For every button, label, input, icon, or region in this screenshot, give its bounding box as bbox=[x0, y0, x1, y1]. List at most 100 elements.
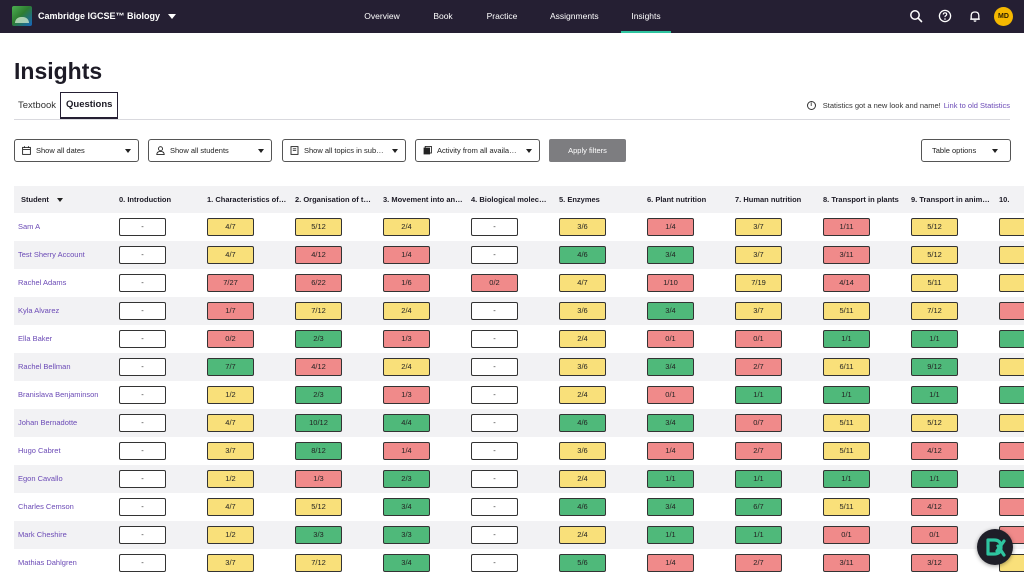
score-cell[interactable]: 3/7 bbox=[207, 554, 254, 572]
score-cell[interactable]: 4/14 bbox=[823, 274, 870, 292]
score-cell[interactable]: - bbox=[471, 218, 518, 236]
student-name-link[interactable]: Egon Cavallo bbox=[18, 474, 63, 483]
apply-filters-button[interactable]: Apply filters bbox=[549, 139, 626, 162]
score-cell[interactable]: 4/12 bbox=[295, 246, 342, 264]
nav-practice[interactable]: Practice bbox=[486, 11, 518, 21]
score-cell[interactable]: 1/1 bbox=[735, 526, 782, 544]
score-cell[interactable]: 7/12 bbox=[295, 302, 342, 320]
score-cell[interactable]: - bbox=[471, 246, 518, 264]
score-cell[interactable]: 7/12 bbox=[911, 302, 958, 320]
score-cell[interactable]: - bbox=[119, 470, 166, 488]
score-cell[interactable]: 5/12 bbox=[295, 218, 342, 236]
score-cell[interactable]: 3/7 bbox=[207, 442, 254, 460]
score-cell[interactable]: 3/7 bbox=[735, 246, 782, 264]
score-cell[interactable]: - bbox=[471, 414, 518, 432]
score-cell[interactable]: - bbox=[471, 470, 518, 488]
student-name-link[interactable]: Hugo Cabret bbox=[18, 446, 61, 455]
score-cell[interactable]: - bbox=[119, 442, 166, 460]
column-header[interactable]: 1. Characteristics of living organisms bbox=[207, 195, 287, 204]
nav-overview[interactable]: Overview bbox=[364, 11, 400, 21]
score-cell[interactable] bbox=[999, 358, 1024, 376]
column-header[interactable]: 6. Plant nutrition bbox=[647, 195, 707, 204]
score-cell[interactable]: 3/6 bbox=[559, 358, 606, 376]
score-cell[interactable]: 9/12 bbox=[911, 358, 958, 376]
score-cell[interactable]: 1/1 bbox=[647, 526, 694, 544]
score-cell[interactable]: - bbox=[471, 330, 518, 348]
score-cell[interactable]: 3/4 bbox=[647, 358, 694, 376]
student-filter[interactable]: Show all students bbox=[148, 139, 272, 162]
score-cell[interactable]: 7/12 bbox=[295, 554, 342, 572]
score-cell[interactable] bbox=[999, 442, 1024, 460]
score-cell[interactable]: 1/7 bbox=[207, 302, 254, 320]
score-cell[interactable]: 0/2 bbox=[207, 330, 254, 348]
score-cell[interactable]: 2/4 bbox=[383, 302, 430, 320]
score-cell[interactable]: 4/12 bbox=[911, 442, 958, 460]
score-cell[interactable]: - bbox=[119, 330, 166, 348]
column-header[interactable]: 4. Biological molecules bbox=[471, 195, 551, 204]
score-cell[interactable]: 2/7 bbox=[735, 442, 782, 460]
score-cell[interactable]: 0/7 bbox=[735, 414, 782, 432]
score-cell[interactable]: - bbox=[471, 498, 518, 516]
score-cell[interactable]: 1/4 bbox=[383, 442, 430, 460]
date-filter[interactable]: Show all dates bbox=[14, 139, 139, 162]
score-cell[interactable]: 3/3 bbox=[295, 526, 342, 544]
bell-icon[interactable] bbox=[968, 9, 982, 23]
student-name-link[interactable]: Test Sherry Account bbox=[18, 250, 85, 259]
score-cell[interactable]: 1/1 bbox=[911, 330, 958, 348]
column-header[interactable]: 5. Enzymes bbox=[559, 195, 600, 204]
score-cell[interactable] bbox=[999, 414, 1024, 432]
column-header[interactable]: 9. Transport in animals bbox=[911, 195, 991, 204]
score-cell[interactable]: - bbox=[119, 358, 166, 376]
score-cell[interactable]: 1/10 bbox=[647, 274, 694, 292]
score-cell[interactable]: 7/27 bbox=[207, 274, 254, 292]
score-cell[interactable]: - bbox=[471, 554, 518, 572]
score-cell[interactable]: 3/6 bbox=[559, 442, 606, 460]
score-cell[interactable]: - bbox=[119, 246, 166, 264]
help-icon[interactable] bbox=[938, 9, 952, 23]
activity-filter[interactable]: Activity from all available bbox=[415, 139, 540, 162]
table-options-dropdown[interactable]: Table options bbox=[921, 139, 1011, 162]
column-header[interactable]: 10. bbox=[999, 195, 1010, 204]
score-cell[interactable]: 4/7 bbox=[207, 498, 254, 516]
score-cell[interactable]: - bbox=[119, 498, 166, 516]
score-cell[interactable]: 0/1 bbox=[823, 526, 870, 544]
score-cell[interactable] bbox=[999, 330, 1024, 348]
score-cell[interactable] bbox=[999, 386, 1024, 404]
chevron-down-icon[interactable] bbox=[168, 13, 177, 19]
student-name-link[interactable]: Rachel Bellman bbox=[18, 362, 71, 371]
score-cell[interactable]: 1/4 bbox=[647, 218, 694, 236]
old-statistics-link[interactable]: Link to old Statistics bbox=[943, 101, 1010, 110]
score-cell[interactable]: 1/3 bbox=[295, 470, 342, 488]
score-cell[interactable]: 0/1 bbox=[647, 386, 694, 404]
score-cell[interactable]: 1/1 bbox=[735, 386, 782, 404]
score-cell[interactable]: 0/1 bbox=[911, 526, 958, 544]
score-cell[interactable]: 0/1 bbox=[647, 330, 694, 348]
score-cell[interactable]: - bbox=[119, 302, 166, 320]
nav-insights[interactable]: Insights bbox=[621, 0, 671, 33]
score-cell[interactable]: 3/4 bbox=[383, 554, 430, 572]
score-cell[interactable]: 2/3 bbox=[383, 470, 430, 488]
student-name-link[interactable]: Rachel Adams bbox=[18, 278, 67, 287]
score-cell[interactable]: 1/3 bbox=[383, 386, 430, 404]
score-cell[interactable]: 6/22 bbox=[295, 274, 342, 292]
score-cell[interactable]: 4/6 bbox=[559, 246, 606, 264]
score-cell[interactable]: 2/3 bbox=[295, 386, 342, 404]
score-cell[interactable]: 3/4 bbox=[647, 498, 694, 516]
score-cell[interactable]: - bbox=[119, 218, 166, 236]
score-cell[interactable]: 1/11 bbox=[823, 218, 870, 236]
score-cell[interactable]: - bbox=[119, 554, 166, 572]
tab-questions[interactable]: Questions bbox=[60, 92, 119, 120]
score-cell[interactable]: - bbox=[471, 386, 518, 404]
score-cell[interactable]: 2/4 bbox=[383, 218, 430, 236]
score-cell[interactable]: 5/11 bbox=[823, 442, 870, 460]
score-cell[interactable]: 2/4 bbox=[383, 358, 430, 376]
assistant-button[interactable] bbox=[977, 529, 1013, 565]
score-cell[interactable]: 1/3 bbox=[383, 330, 430, 348]
search-icon[interactable] bbox=[909, 9, 923, 23]
score-cell[interactable] bbox=[999, 470, 1024, 488]
score-cell[interactable]: 5/6 bbox=[559, 554, 606, 572]
score-cell[interactable]: 3/12 bbox=[911, 554, 958, 572]
score-cell[interactable]: - bbox=[471, 302, 518, 320]
score-cell[interactable]: 4/7 bbox=[207, 218, 254, 236]
nav-book[interactable]: Book bbox=[433, 11, 453, 21]
